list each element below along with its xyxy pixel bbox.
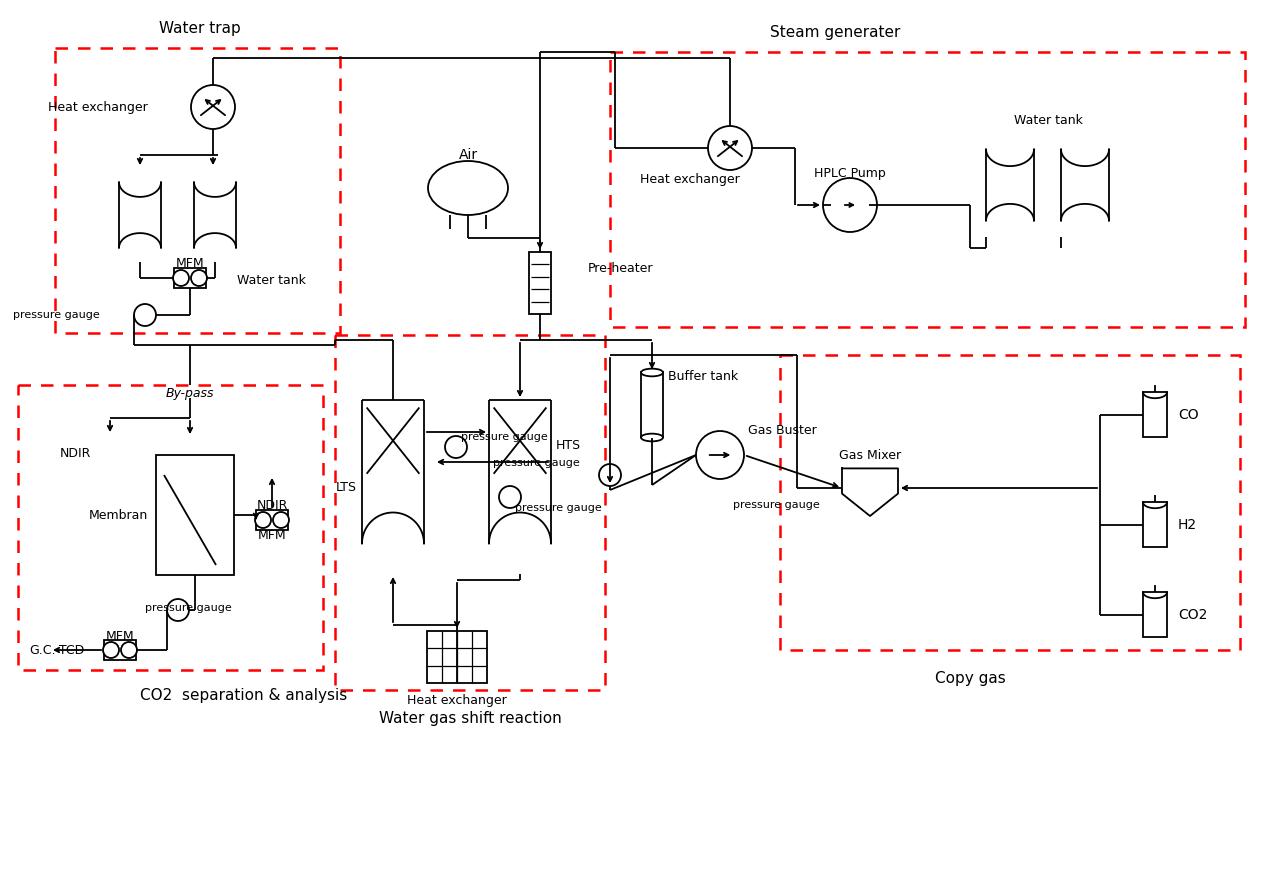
Circle shape	[696, 431, 744, 479]
Text: NDIR: NDIR	[59, 446, 91, 460]
Bar	[335, 335, 605, 690]
Circle shape	[166, 599, 189, 621]
Bar	[1143, 502, 1167, 548]
Circle shape	[134, 304, 156, 326]
Circle shape	[599, 464, 621, 486]
Text: Heat exchanger: Heat exchanger	[407, 693, 507, 706]
Text: Copy gas: Copy gas	[934, 671, 1005, 685]
Text: pressure gauge: pressure gauge	[493, 458, 580, 468]
Ellipse shape	[641, 433, 663, 441]
Circle shape	[191, 85, 236, 129]
Bar	[1143, 392, 1167, 437]
Circle shape	[823, 178, 877, 232]
Bar	[529, 252, 550, 314]
Circle shape	[191, 270, 207, 286]
Circle shape	[173, 270, 189, 286]
Text: pressure gauge: pressure gauge	[515, 503, 602, 513]
Circle shape	[708, 126, 753, 170]
Text: CO2: CO2	[1178, 608, 1207, 622]
Bar	[428, 631, 486, 683]
Text: Water tank: Water tank	[237, 274, 306, 287]
Text: pressure gauge: pressure gauge	[733, 500, 820, 510]
Circle shape	[273, 512, 289, 528]
Text: Gas Buster: Gas Buster	[748, 424, 817, 437]
Circle shape	[255, 512, 271, 528]
Bar	[55, 48, 340, 333]
Text: G.C.-TCD: G.C.-TCD	[29, 644, 84, 657]
Text: MFM: MFM	[175, 256, 205, 269]
Bar	[174, 268, 206, 288]
Text: NDIR: NDIR	[256, 499, 288, 512]
Text: HPLC Pump: HPLC Pump	[814, 167, 886, 180]
Text: pressure gauge: pressure gauge	[461, 432, 548, 442]
Text: LTS: LTS	[335, 480, 357, 494]
Bar	[1143, 592, 1167, 637]
Text: MFM: MFM	[106, 630, 134, 643]
Text: Water tank: Water tank	[1014, 113, 1083, 126]
Bar	[156, 455, 234, 575]
Text: HTS: HTS	[556, 439, 581, 452]
Circle shape	[445, 436, 467, 458]
Circle shape	[122, 642, 137, 658]
Text: Buffer tank: Buffer tank	[668, 370, 739, 383]
Text: Heat exchanger: Heat exchanger	[49, 100, 148, 113]
Text: Air: Air	[458, 148, 477, 162]
Bar	[641, 372, 663, 438]
Bar	[104, 640, 136, 660]
Text: Pre-heater: Pre-heater	[588, 262, 654, 275]
Ellipse shape	[641, 369, 663, 377]
Text: Gas Mixer: Gas Mixer	[838, 448, 901, 461]
Text: Steam generater: Steam generater	[769, 24, 900, 39]
Text: Water gas shift reaction: Water gas shift reaction	[379, 711, 562, 726]
Text: CO2  separation & analysis: CO2 separation & analysis	[140, 687, 347, 703]
Circle shape	[499, 486, 521, 508]
Text: Heat exchanger: Heat exchanger	[640, 174, 740, 187]
Circle shape	[102, 642, 119, 658]
Text: MFM: MFM	[257, 528, 287, 542]
Bar	[611, 52, 1245, 327]
Bar	[780, 355, 1240, 650]
Text: pressure gauge: pressure gauge	[13, 310, 100, 320]
Bar	[18, 385, 323, 670]
Text: H2: H2	[1178, 518, 1197, 532]
Ellipse shape	[428, 161, 508, 215]
Text: pressure gauge: pressure gauge	[145, 603, 232, 613]
Text: By-pass: By-pass	[165, 386, 214, 399]
Bar	[256, 510, 288, 530]
Text: Membran: Membran	[88, 508, 148, 521]
Text: CO: CO	[1178, 408, 1198, 422]
Text: Water trap: Water trap	[159, 21, 241, 36]
